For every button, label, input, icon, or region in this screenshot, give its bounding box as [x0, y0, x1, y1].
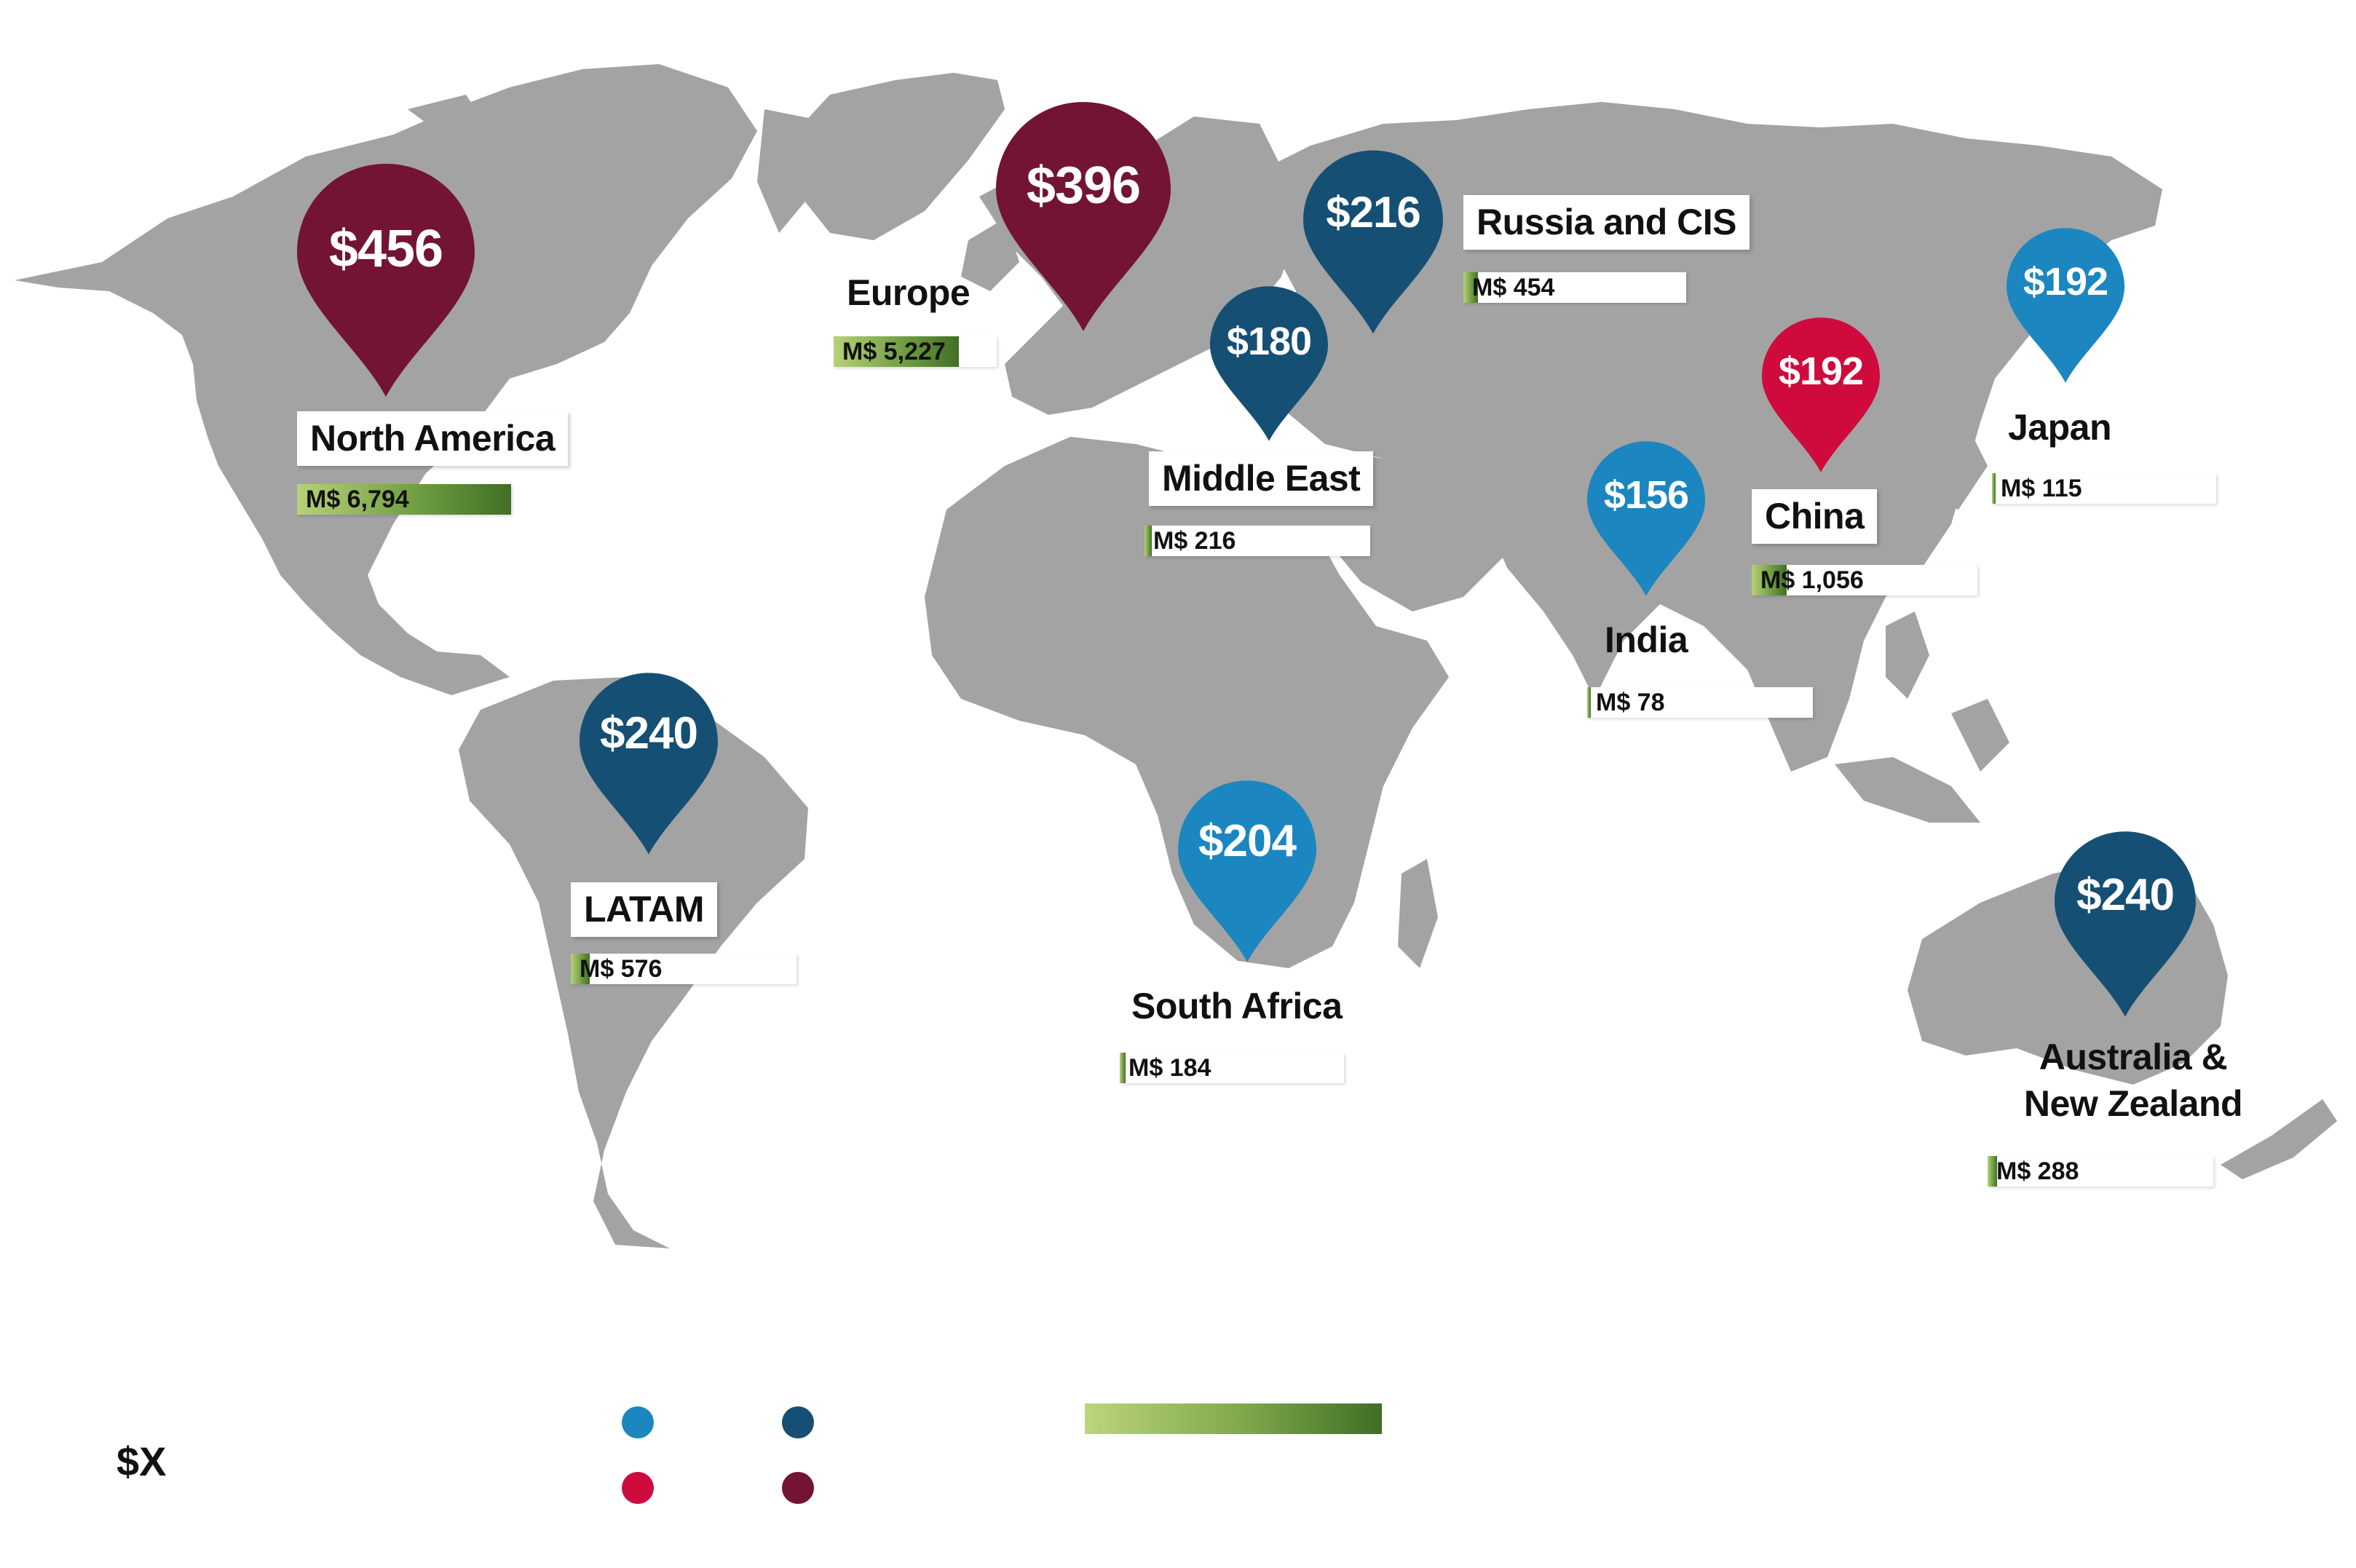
legend-price-symbol: $X: [116, 1438, 167, 1484]
pin-price: $396: [1026, 157, 1141, 215]
map-pin-china[interactable]: $192: [1762, 317, 1880, 473]
market-bar-china: M$ 1,056: [1752, 565, 1977, 595]
map-marker-icon: [2055, 831, 2196, 1017]
market-bar-europe: M$ 5,227: [834, 336, 997, 367]
market-bar-russia-cis: M$ 454: [1463, 272, 1686, 303]
market-bar-middle-east: M$ 216: [1145, 526, 1370, 556]
map-pin-japan[interactable]: $192: [2007, 227, 2124, 384]
region-label-south-africa: South Africa: [1131, 986, 1343, 1026]
map-pin-north-america[interactable]: $456: [297, 164, 475, 397]
pin-price: $192: [1778, 349, 1864, 393]
market-bar-north-america: M$ 6,794: [297, 484, 511, 515]
map-marker-icon: [1210, 286, 1328, 441]
region-label-middle-east: Middle East: [1149, 451, 1374, 506]
map-pin-australia-nz[interactable]: $240: [2055, 831, 2196, 1017]
pin-price: $240: [2076, 870, 2175, 920]
legend-dot-red: [622, 1472, 654, 1504]
market-bar-fill: [297, 484, 511, 515]
map-pin-europe[interactable]: $396: [996, 102, 1171, 331]
market-bar-australia-nz: M$ 288: [1988, 1156, 2213, 1187]
market-bar-fill: [1988, 1156, 1998, 1187]
map-marker-icon: [1303, 150, 1443, 334]
region-label-line: New Zealand: [2023, 1083, 2243, 1124]
region-label-japan: Japan: [2008, 407, 2112, 448]
region-label-china: China: [1752, 489, 1878, 544]
market-bar-japan: M$ 115: [1992, 473, 2216, 504]
market-value: M$ 184: [1128, 1054, 1211, 1082]
map-pin-south-africa[interactable]: $204: [1178, 776, 1316, 967]
map-pin-latam[interactable]: $240: [580, 668, 718, 859]
land-greenland: [783, 73, 1005, 240]
land-africa: [925, 437, 1449, 968]
market-bar-fill: [571, 954, 590, 984]
region-label-australia-nz: Australia & New Zealand: [1989, 1029, 2277, 1131]
map-marker-icon: [580, 673, 718, 855]
pin-price: $204: [1198, 816, 1297, 866]
map-pin-russia-cis[interactable]: $216: [1303, 149, 1443, 335]
map-marker-icon: [1587, 441, 1705, 596]
pin-price: $456: [328, 220, 443, 278]
market-bar-india: M$ 78: [1587, 687, 1813, 718]
market-value: M$ 115: [2001, 475, 2082, 502]
market-value: M$ 6,794: [306, 486, 409, 513]
legend-dot-dark-blue: [782, 1406, 814, 1438]
region-label-north-america: North America: [297, 411, 569, 466]
pin-price: $156: [1603, 473, 1689, 517]
legend-dot-maroon: [782, 1472, 814, 1504]
region-label-india: India: [1605, 619, 1688, 660]
land-asia: [1238, 102, 2162, 772]
market-value: M$ 454: [1472, 274, 1555, 301]
map-pin-middle-east[interactable]: $180: [1210, 285, 1328, 442]
region-label-latam: LATAM: [571, 882, 718, 937]
market-value: M$ 78: [1596, 689, 1665, 716]
map-marker-icon: [996, 102, 1171, 331]
market-value: M$ 576: [580, 955, 663, 983]
pin-price: $192: [2023, 260, 2108, 304]
market-bar-south-africa: M$ 184: [1120, 1053, 1344, 1083]
market-bar-fill: [1587, 687, 1591, 718]
market-bar-fill: [834, 336, 960, 367]
legend-market-size-scale: [1085, 1403, 1382, 1434]
market-value: M$ 1,056: [1760, 566, 1864, 594]
region-label-europe: Europe: [847, 272, 971, 313]
market-bar-fill: [1752, 565, 1787, 595]
map-marker-icon: [2007, 228, 2124, 383]
market-bar-fill: [1120, 1053, 1126, 1083]
pin-price: $240: [600, 708, 698, 759]
pin-price: $216: [1326, 188, 1420, 237]
legend-dot-light-blue: [622, 1406, 654, 1438]
market-value: M$ 288: [1996, 1157, 2079, 1185]
pin-price: $180: [1226, 320, 1312, 363]
map-marker-icon: [1762, 317, 1880, 472]
market-bar-fill: [1992, 473, 1996, 504]
market-bar-fill: [1463, 272, 1479, 303]
market-value: M$ 216: [1153, 527, 1236, 555]
market-bar-latam: M$ 576: [571, 954, 796, 984]
market-bar-fill: [1145, 526, 1152, 556]
map-marker-icon: [1178, 780, 1316, 962]
region-label-russia-cis: Russia and CIS: [1463, 195, 1750, 250]
market-value: M$ 5,227: [842, 338, 946, 365]
map-pin-india[interactable]: $156: [1587, 440, 1705, 597]
map-marker-icon: [297, 164, 475, 397]
region-label-line: Australia &: [2039, 1037, 2228, 1077]
